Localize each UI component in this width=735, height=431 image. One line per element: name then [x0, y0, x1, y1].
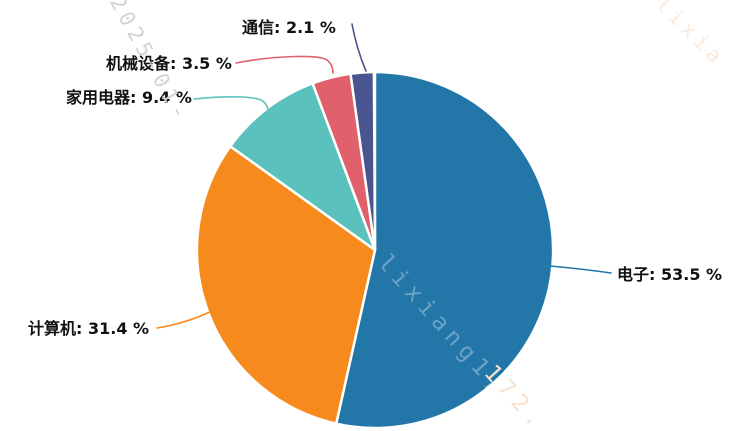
slice-label-jixieshebei: 机械设备: 3.5 % [106, 54, 232, 73]
pie-slice-3[interactable] [229, 82, 377, 252]
pie-slice-2[interactable] [195, 145, 377, 425]
slice-label-dianzi: 电子: 53.5 % [617, 265, 723, 284]
leader-line-jixieshebei [235, 55, 334, 74]
leader-line-dianzi [549, 265, 612, 274]
slice-label-tongxin: 通信: 2.1 % [242, 18, 336, 37]
pie [195, 70, 555, 430]
slice-label-jiayongdianqi: 家用电器: 9.4 % [66, 88, 192, 107]
leader-line-jisuanji [156, 310, 213, 329]
slice-label-jisuanji: 计算机: 31.4 % [28, 319, 150, 338]
leader-line-tongxin [351, 23, 367, 72]
pie-slice-5[interactable] [349, 70, 377, 252]
leader-line-jiayongdianqi [193, 96, 269, 110]
pie-slice-1[interactable] [334, 70, 555, 430]
